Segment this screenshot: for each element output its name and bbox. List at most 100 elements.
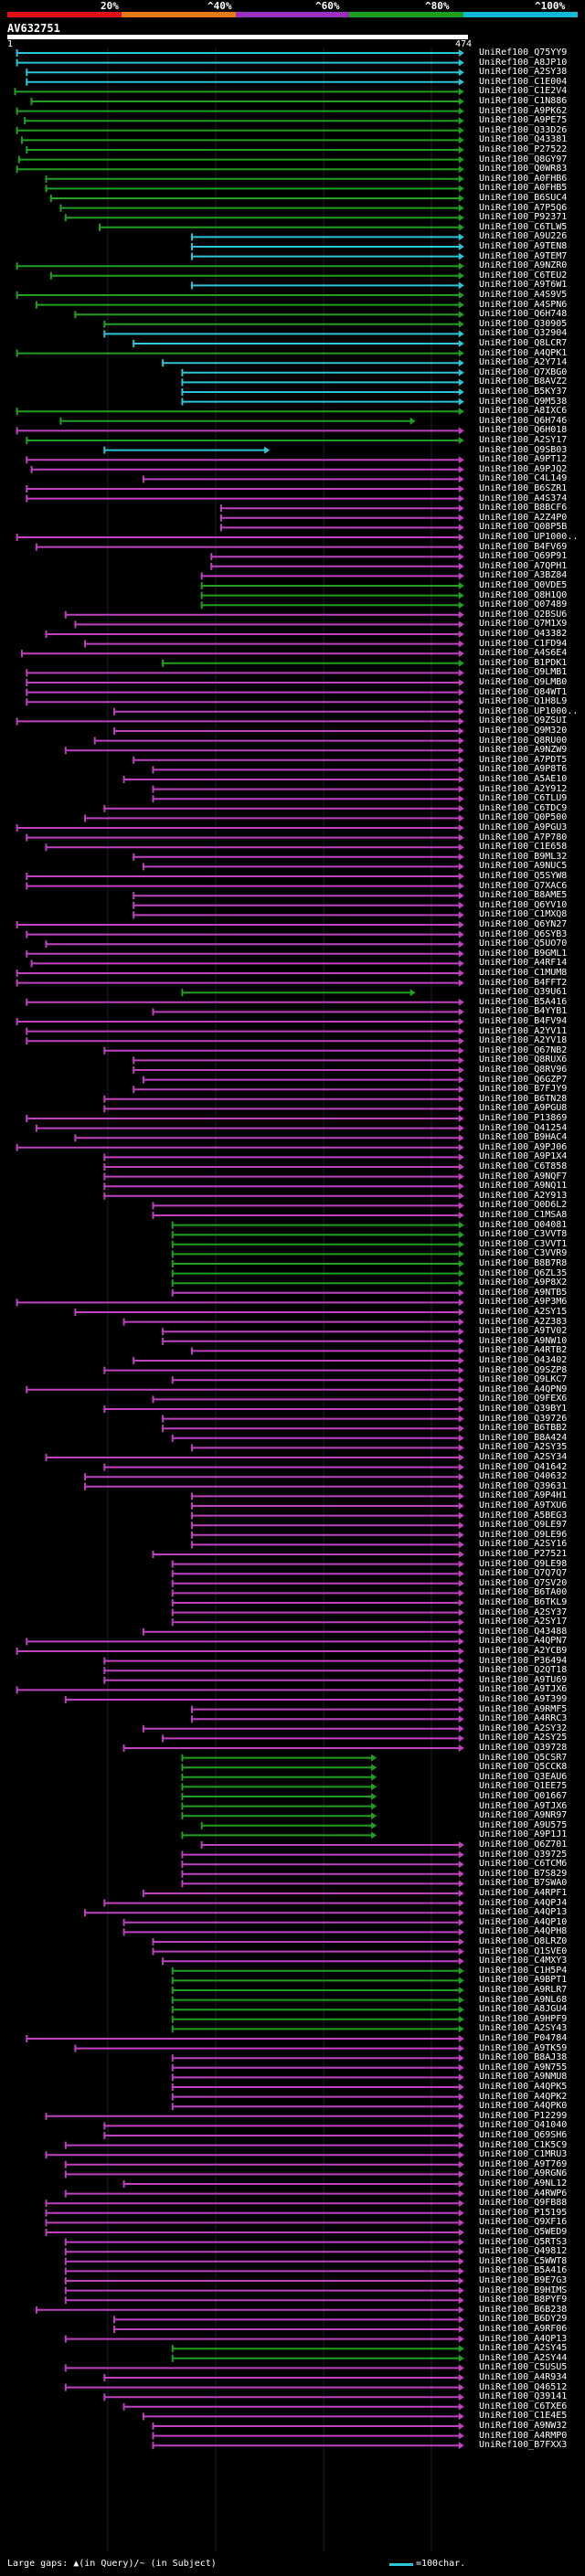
hit-label[interactable]: UniRef100_C4L149 xyxy=(479,473,568,484)
hit-label[interactable]: UniRef100_A4R934 xyxy=(479,2372,568,2382)
hit-alignment[interactable] xyxy=(133,1357,464,1364)
hit-alignment[interactable] xyxy=(64,2189,464,2198)
hit-alignment[interactable] xyxy=(152,2442,464,2450)
hit-alignment[interactable] xyxy=(171,1250,464,1258)
hit-label[interactable]: UniRef100_A9NZW9 xyxy=(479,745,568,756)
hit-alignment[interactable] xyxy=(171,2354,464,2362)
hit-alignment[interactable] xyxy=(191,233,464,241)
hit-label[interactable]: UniRef100_B6DY29 xyxy=(479,2314,568,2325)
hit-alignment[interactable] xyxy=(84,1473,464,1481)
hit-label[interactable]: UniRef100_Q8RU00 xyxy=(479,735,568,746)
hit-alignment[interactable] xyxy=(26,1037,464,1045)
hit-label[interactable]: UniRef100_A2SY25 xyxy=(479,1733,568,1744)
hit-alignment[interactable] xyxy=(26,833,464,842)
hit-alignment[interactable] xyxy=(142,1627,464,1636)
hit-alignment[interactable] xyxy=(171,1288,464,1297)
hit-alignment[interactable] xyxy=(103,2132,464,2139)
hit-label[interactable]: UniRef100_A0FHB6 xyxy=(479,173,568,184)
hit-label[interactable]: UniRef100_Q9LKC7 xyxy=(479,1374,568,1385)
hit-alignment[interactable] xyxy=(152,785,464,793)
hit-alignment[interactable] xyxy=(103,1657,464,1665)
hit-label[interactable]: UniRef100_Q8GY97 xyxy=(479,154,568,164)
hit-label[interactable]: UniRef100_Q69SH6 xyxy=(479,2130,568,2140)
hit-label[interactable]: UniRef100_Q1H8L9 xyxy=(479,696,568,707)
hit-label[interactable]: UniRef100_C1MXQ8 xyxy=(479,909,568,920)
hit-alignment[interactable] xyxy=(200,591,464,599)
hit-alignment[interactable] xyxy=(181,1802,378,1810)
hit-label[interactable]: UniRef100_Q6H748 xyxy=(479,309,568,320)
hit-label[interactable]: UniRef100_B6TKL9 xyxy=(479,1597,568,1607)
hit-label[interactable]: UniRef100_A4RWP6 xyxy=(479,2188,568,2199)
hit-label[interactable]: UniRef100_A9NW32 xyxy=(479,2421,568,2431)
hit-label[interactable]: UniRef100_A9PJQ2 xyxy=(479,463,568,474)
hit-label[interactable]: UniRef100_Q08P5B xyxy=(479,522,568,533)
hit-label[interactable]: UniRef100_Q5RTS3 xyxy=(479,2236,568,2247)
hit-label[interactable]: UniRef100_Q5SYW8 xyxy=(479,871,568,881)
hit-label[interactable]: UniRef100_A9U575 xyxy=(479,1819,568,1830)
hit-label[interactable]: UniRef100_C1K5C9 xyxy=(479,2139,568,2150)
hit-alignment[interactable] xyxy=(103,1153,464,1161)
hit-label[interactable]: UniRef100_B9ML32 xyxy=(479,851,568,862)
hit-label[interactable]: UniRef100_P13869 xyxy=(479,1113,568,1123)
hit-alignment[interactable] xyxy=(191,1511,464,1520)
hit-alignment[interactable] xyxy=(171,1434,464,1442)
hit-alignment[interactable] xyxy=(181,1773,378,1781)
hit-alignment[interactable] xyxy=(64,747,464,755)
hit-alignment[interactable] xyxy=(142,1890,464,1897)
hit-label[interactable]: UniRef100_A9U226 xyxy=(479,231,568,242)
hit-alignment[interactable] xyxy=(103,446,271,454)
hit-label[interactable]: UniRef100_A2YV18 xyxy=(479,1035,568,1046)
hit-alignment[interactable] xyxy=(171,2054,464,2062)
hit-label[interactable]: UniRef100_A4RRC3 xyxy=(479,1713,568,1724)
hit-label[interactable]: UniRef100_A8JGU4 xyxy=(479,2004,568,2015)
hit-label[interactable]: UniRef100_A9TV02 xyxy=(479,1326,568,1337)
hit-label[interactable]: UniRef100_Q9FEX6 xyxy=(479,1394,568,1405)
hit-alignment[interactable] xyxy=(200,582,464,589)
hit-alignment[interactable] xyxy=(64,2257,464,2265)
hit-label[interactable]: UniRef100_A2SY45 xyxy=(479,2343,568,2354)
hit-label[interactable]: UniRef100_A9TJX6 xyxy=(479,1800,568,1811)
hit-label[interactable]: UniRef100_A9TXU6 xyxy=(479,1500,568,1511)
hit-alignment[interactable] xyxy=(16,979,464,987)
hit-label[interactable]: UniRef100_A4SPN6 xyxy=(479,299,568,310)
hit-label[interactable]: UniRef100_C5USU5 xyxy=(479,2362,568,2373)
hit-label[interactable]: UniRef100_Q9LE98 xyxy=(479,1558,568,1569)
hit-label[interactable]: UniRef100_A9PGU3 xyxy=(479,822,568,832)
hit-alignment[interactable] xyxy=(133,1056,464,1065)
hit-alignment[interactable] xyxy=(35,1124,464,1132)
hit-label[interactable]: UniRef100_A9P8T6 xyxy=(479,764,568,775)
hit-alignment[interactable] xyxy=(181,1860,464,1869)
hit-alignment[interactable] xyxy=(16,1648,464,1655)
hit-alignment[interactable] xyxy=(99,223,464,231)
hit-label[interactable]: UniRef100_A2SY43 xyxy=(479,2023,568,2034)
hit-label[interactable]: UniRef100_Q43488 xyxy=(479,1626,568,1637)
hit-label[interactable]: UniRef100_A4QPK0 xyxy=(479,2101,568,2112)
hit-label[interactable]: UniRef100_A4RMP0 xyxy=(479,2430,568,2441)
hit-alignment[interactable] xyxy=(16,292,464,299)
hit-alignment[interactable] xyxy=(45,175,464,183)
hit-alignment[interactable] xyxy=(181,388,464,396)
hit-label[interactable]: UniRef100_Q3EAU6 xyxy=(479,1771,568,1782)
hit-alignment[interactable] xyxy=(122,1744,464,1752)
hit-label[interactable]: UniRef100_B9HAC4 xyxy=(479,1132,568,1143)
hit-label[interactable]: UniRef100_A9RMF5 xyxy=(479,1703,568,1714)
hit-label[interactable]: UniRef100_A9P8X2 xyxy=(479,1277,568,1288)
hit-alignment[interactable] xyxy=(103,1105,464,1113)
hit-alignment[interactable] xyxy=(26,78,464,86)
hit-label[interactable]: UniRef100_A9P4H1 xyxy=(479,1490,568,1501)
hit-label[interactable]: UniRef100_A4S9V5 xyxy=(479,290,568,300)
hit-alignment[interactable] xyxy=(26,1638,464,1646)
hit-alignment[interactable] xyxy=(64,214,464,222)
hit-label[interactable]: UniRef100_B8AVZ2 xyxy=(479,376,568,387)
hit-label[interactable]: UniRef100_A7QPH1 xyxy=(479,560,568,571)
hit-label[interactable]: UniRef100_Q01667 xyxy=(479,1791,568,1801)
hit-label[interactable]: UniRef100_B6B238 xyxy=(479,2304,568,2315)
hit-alignment[interactable] xyxy=(133,340,464,347)
hit-label[interactable]: UniRef100_Q49812 xyxy=(479,2246,568,2257)
hit-alignment[interactable] xyxy=(64,2238,464,2246)
hit-alignment[interactable] xyxy=(171,1260,464,1267)
hit-label[interactable]: UniRef100_B6SZR1 xyxy=(479,483,568,493)
hit-label[interactable]: UniRef100_A2SY17 xyxy=(479,435,568,445)
hit-alignment[interactable] xyxy=(64,2364,464,2372)
hit-alignment[interactable] xyxy=(171,1560,464,1568)
